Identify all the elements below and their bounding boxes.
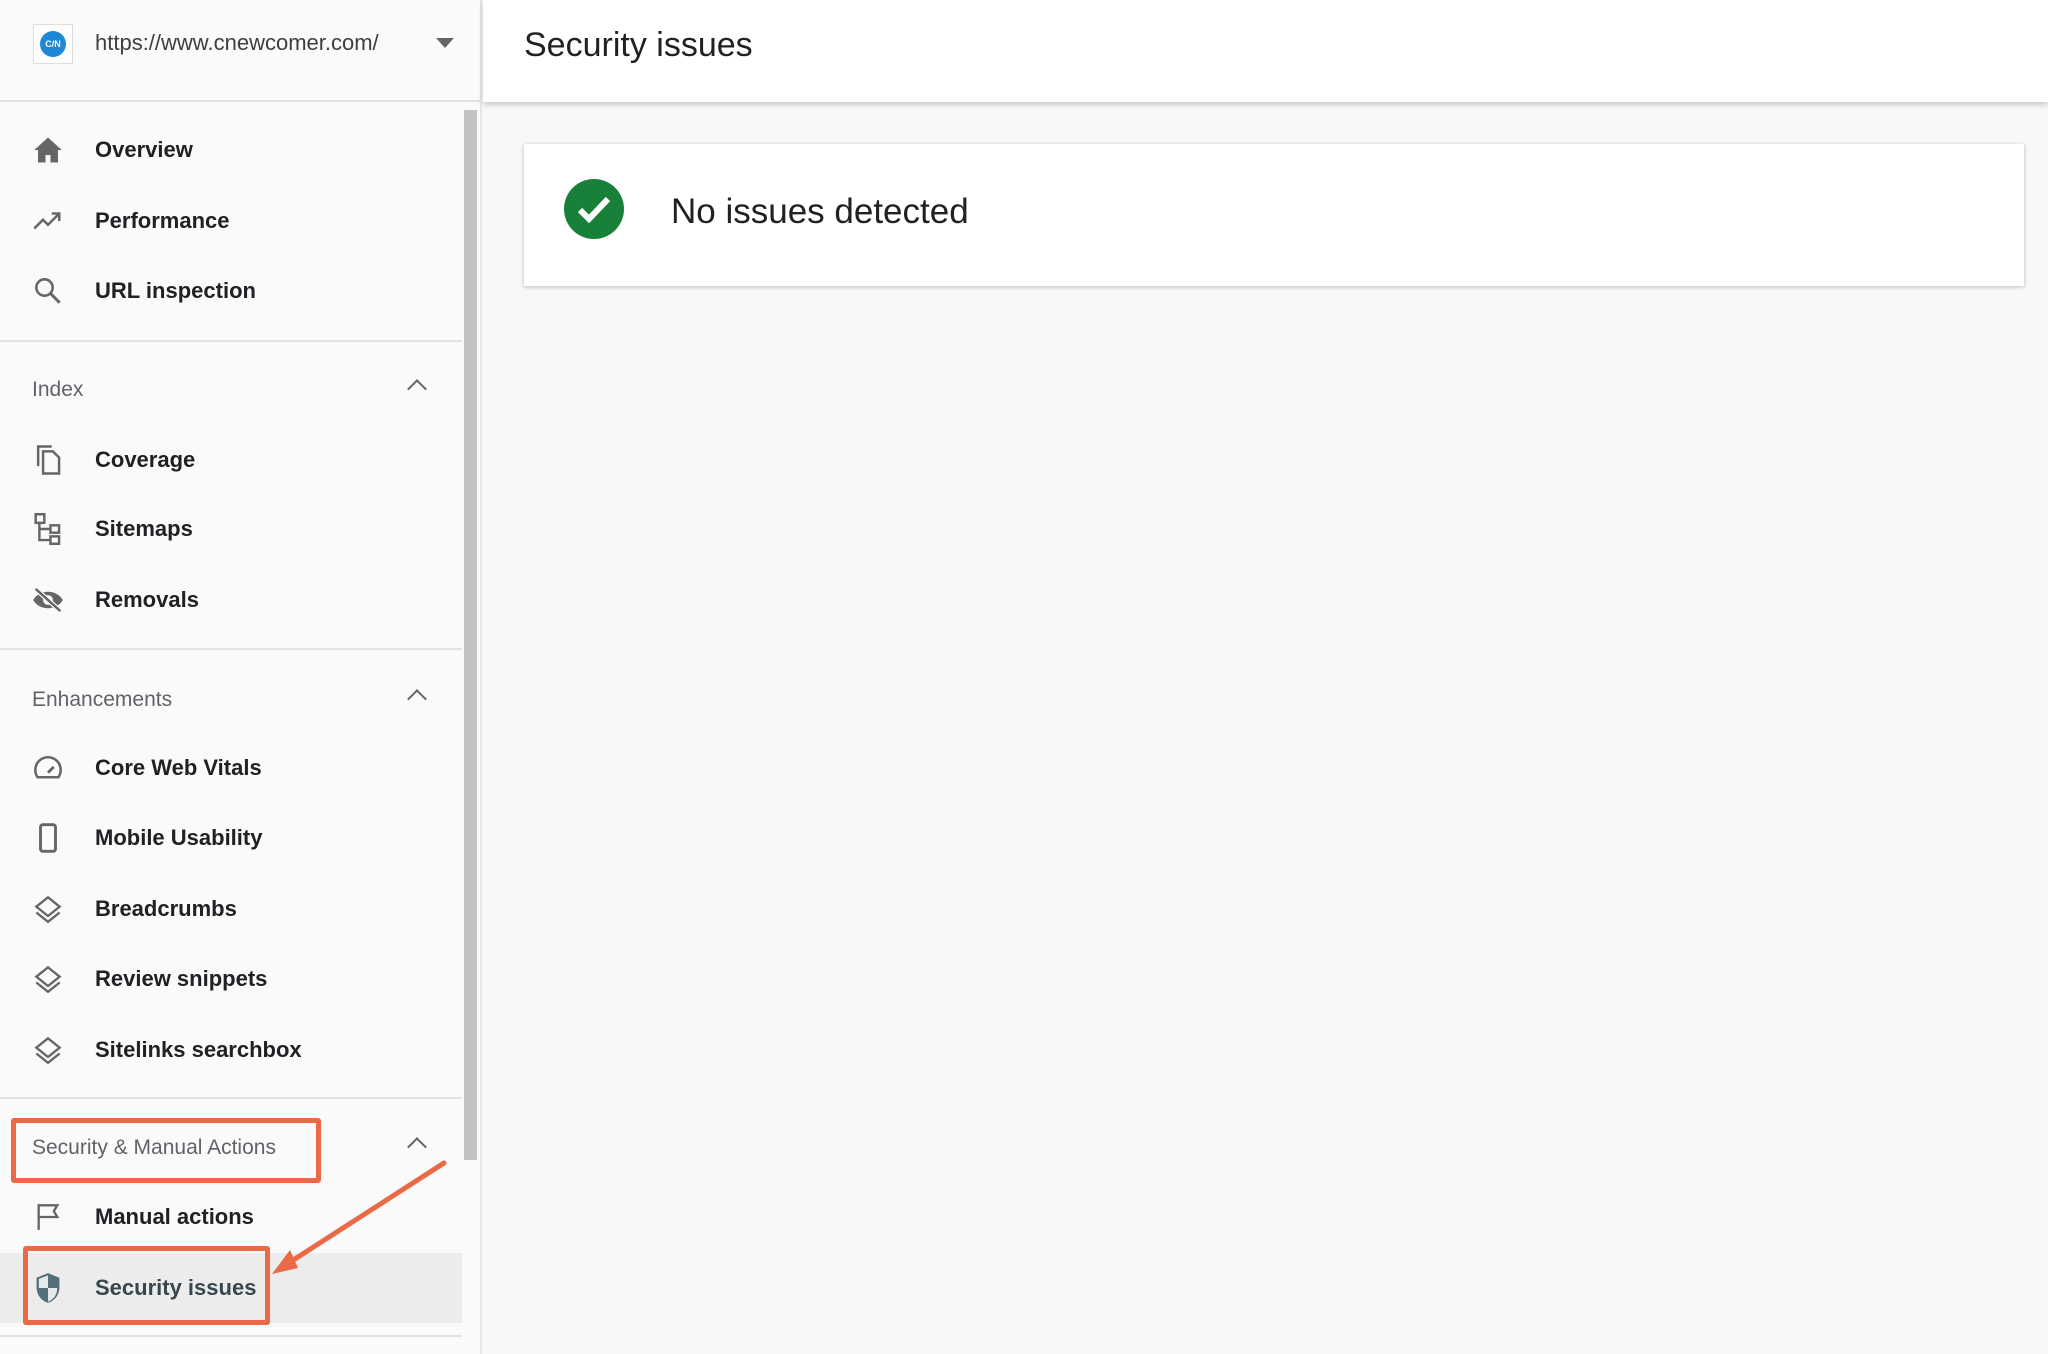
page-title: Security issues (524, 26, 753, 64)
layers-icon (32, 963, 64, 995)
page-header: Security issues (483, 0, 2048, 102)
divider (0, 648, 462, 650)
nav-item-manual-actions[interactable]: Manual actions (0, 1182, 462, 1252)
divider (0, 1097, 462, 1099)
phone-icon (32, 822, 64, 854)
annotation-box-section (11, 1118, 321, 1183)
gauge-icon (32, 752, 64, 784)
sidebar: C/N https://www.cnewcomer.com/ Overview … (0, 0, 482, 1354)
divider (0, 1335, 462, 1337)
home-icon (32, 134, 64, 166)
nav-item-overview[interactable]: Overview (0, 115, 462, 185)
site-logo: C/N (33, 24, 73, 64)
status-message: No issues detected (671, 192, 969, 231)
nav-item-mobile-usability[interactable]: Mobile Usability (0, 803, 462, 873)
dropdown-arrow-icon[interactable] (436, 38, 454, 48)
layers-icon (32, 1034, 64, 1066)
nav-item-performance[interactable]: Performance (0, 186, 462, 256)
property-selector[interactable]: C/N https://www.cnewcomer.com/ (0, 0, 480, 102)
section-security-manual-actions[interactable]: Security & Manual Actions (0, 1118, 462, 1178)
annotation-box-security-issues (23, 1246, 270, 1325)
nav-item-breadcrumbs[interactable]: Breadcrumbs (0, 874, 462, 944)
nav-item-removals[interactable]: Removals (0, 565, 462, 635)
divider (0, 340, 462, 342)
eye-off-icon (32, 584, 64, 616)
check-circle-icon (564, 179, 624, 239)
nav-item-review-snippets[interactable]: Review snippets (0, 944, 462, 1014)
sidebar-scrollbar[interactable] (464, 110, 477, 1160)
copy-icon (32, 444, 64, 476)
section-enhancements[interactable]: Enhancements (0, 670, 462, 730)
property-url: https://www.cnewcomer.com/ (95, 30, 379, 55)
trending-up-icon (32, 205, 64, 237)
nav-item-core-web-vitals[interactable]: Core Web Vitals (0, 733, 462, 803)
nav-item-sitelinks-searchbox[interactable]: Sitelinks searchbox (0, 1015, 462, 1085)
nav-item-url-inspection[interactable]: URL inspection (0, 256, 462, 326)
status-card: No issues detected (524, 144, 2024, 286)
section-index[interactable]: Index (0, 360, 462, 420)
sitemap-icon (32, 513, 64, 545)
nav-item-sitemaps[interactable]: Sitemaps (0, 494, 462, 564)
layers-icon (32, 893, 64, 925)
nav-item-security-issues[interactable]: Security issues (0, 1253, 462, 1323)
shield-icon (32, 1272, 64, 1304)
flag-icon (32, 1201, 64, 1233)
nav-item-coverage[interactable]: Coverage (0, 425, 462, 495)
search-icon (32, 275, 64, 307)
